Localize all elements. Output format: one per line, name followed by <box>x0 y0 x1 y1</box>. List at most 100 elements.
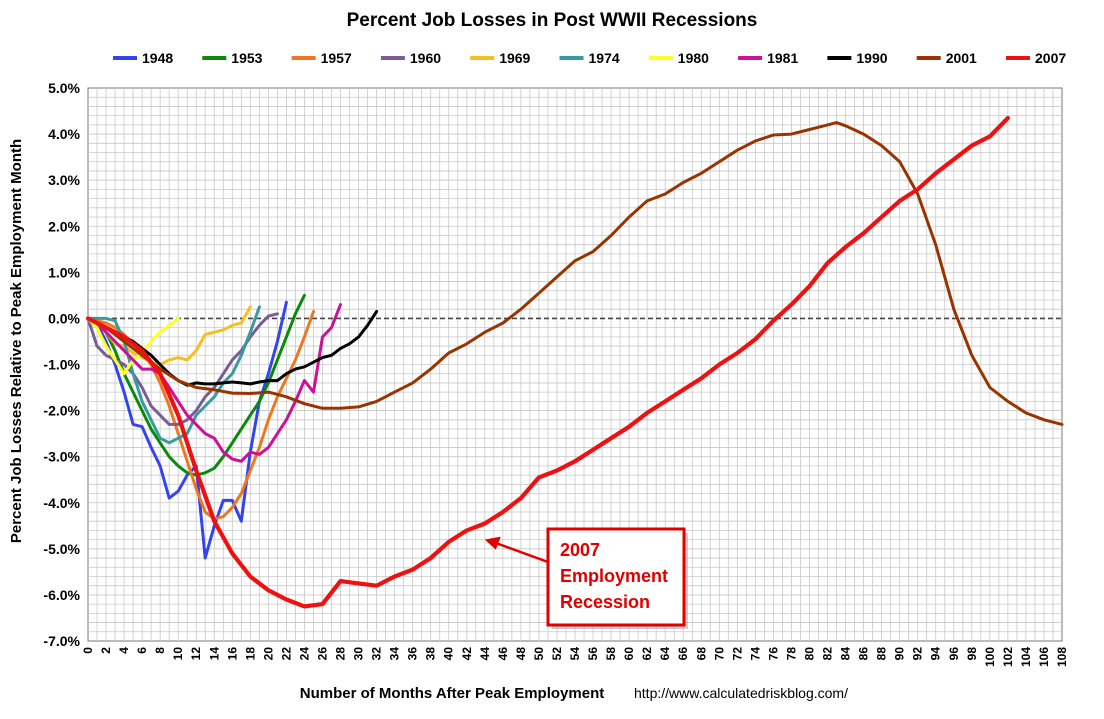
x-tick-label: 78 <box>784 647 798 661</box>
x-tick-label: 70 <box>712 647 726 661</box>
x-tick-label: 76 <box>766 647 780 661</box>
x-tick-label: 26 <box>315 647 329 661</box>
legend-label-1948: 1948 <box>142 50 173 66</box>
series-line-1974 <box>86 305 261 445</box>
x-tick-label: 46 <box>496 647 510 661</box>
y-tick-label: 4.0% <box>48 126 80 142</box>
x-tick-label: 72 <box>730 647 744 661</box>
y-axis-label: Percent Job Losses Relative to Peak Empl… <box>8 139 25 543</box>
x-tick-label: 58 <box>604 647 618 661</box>
x-tick-label: 84 <box>839 647 853 661</box>
series-line-1981 <box>86 303 342 463</box>
legend-label-1960: 1960 <box>410 50 441 66</box>
x-tick-label: 62 <box>640 647 654 661</box>
x-tick-label: 102 <box>1001 647 1015 667</box>
x-tick-label: 98 <box>965 647 979 661</box>
annotation-text: Recession <box>560 592 650 612</box>
legend-label-1969: 1969 <box>499 50 530 66</box>
chart-title: Percent Job Losses in Post WWII Recessio… <box>347 10 758 31</box>
legend-label-2007: 2007 <box>1035 50 1066 66</box>
series-layer <box>85 115 1064 609</box>
legend-label-1990: 1990 <box>856 50 887 66</box>
x-tick-label: 106 <box>1037 647 1051 667</box>
x-tick-label: 34 <box>388 647 402 661</box>
x-tick-label: 80 <box>802 647 816 661</box>
y-tick-label: -1.0% <box>43 357 80 373</box>
legend-label-1957: 1957 <box>321 50 352 66</box>
x-tick-label: 50 <box>532 647 546 661</box>
x-tick-label: 56 <box>586 647 600 661</box>
series-line-1948 <box>86 300 288 560</box>
x-tick-label: 90 <box>893 647 907 661</box>
legend: 1948 1953 1957 1960 1969 1974 1980 1981 1990 2001… <box>113 50 1066 66</box>
x-tick-label: 20 <box>261 647 275 661</box>
x-tick-label: 44 <box>478 647 492 661</box>
y-tick-label: -2.0% <box>43 403 80 419</box>
x-tick-label: 52 <box>550 647 564 661</box>
x-tick-label: 104 <box>1019 647 1033 667</box>
x-tick-label: 48 <box>514 647 528 661</box>
series-line-2001 <box>86 121 1064 426</box>
y-tick-label: -4.0% <box>43 495 80 511</box>
y-tick-label: -7.0% <box>43 633 80 649</box>
source-url: http://www.calculatedriskblog.com/ <box>634 685 848 701</box>
x-tick-label: 82 <box>821 647 835 661</box>
y-tick-label: -3.0% <box>43 449 80 465</box>
x-tick-label: 16 <box>225 647 239 661</box>
y-tick-label: 0.0% <box>48 310 80 326</box>
annotation-box <box>546 527 686 627</box>
x-tick-label: 30 <box>352 647 366 661</box>
x-tick-label: 22 <box>279 647 293 661</box>
legend-label-1980: 1980 <box>678 50 709 66</box>
annotation-arrow-line <box>494 541 549 564</box>
x-tick-label: 88 <box>875 647 889 661</box>
x-tick-label: 10 <box>171 647 185 661</box>
legend-label-1981: 1981 <box>767 50 798 66</box>
x-tick-label: 60 <box>622 647 636 661</box>
series-line-1969 <box>86 305 252 366</box>
x-tick-label: 4 <box>117 647 131 654</box>
x-tick-label: 2 <box>99 647 113 654</box>
x-tick-label: 64 <box>658 647 672 661</box>
x-tick-label: 100 <box>983 647 997 667</box>
legend-label-2001: 2001 <box>946 50 977 66</box>
series-line-2007 <box>85 115 1011 609</box>
x-tick-label: 54 <box>568 647 582 661</box>
annotation-arrow-head <box>484 536 501 550</box>
y-tick-label: 2.0% <box>48 218 80 234</box>
y-tick-label: 5.0% <box>48 80 80 96</box>
y-tick-label: 3.0% <box>48 172 80 188</box>
x-tick-label: 92 <box>911 647 925 661</box>
y-axis-ticks: 5.0% 4.0% 3.0% 2.0% 1.0% 0.0% -1.0% -2.0% -3.0% -… <box>43 80 80 649</box>
x-axis-ticks: 0 2 4 6 8 10 12 14 16 18 20 22 24 26 28 30 32 34 36 38 40 42 4… <box>81 647 1069 667</box>
annotation-text: 2007 <box>560 540 600 560</box>
x-tick-label: 12 <box>189 647 203 661</box>
x-tick-label: 68 <box>694 647 708 661</box>
x-tick-label: 32 <box>370 647 384 661</box>
x-tick-label: 94 <box>929 647 943 661</box>
y-tick-label: -5.0% <box>43 541 80 557</box>
x-tick-label: 74 <box>748 647 762 661</box>
x-tick-label: 28 <box>334 647 348 661</box>
x-tick-label: 96 <box>947 647 961 661</box>
x-tick-label: 66 <box>676 647 690 661</box>
legend-label-1974: 1974 <box>589 50 620 66</box>
x-axis-label: Number of Months After Peak Employment <box>300 685 604 702</box>
legend-label-1953: 1953 <box>231 50 262 66</box>
x-tick-label: 8 <box>153 647 167 654</box>
annotation: 2007 Employment Recession <box>484 527 688 629</box>
y-tick-label: -6.0% <box>43 587 80 603</box>
x-tick-label: 6 <box>135 647 149 654</box>
x-tick-label: 14 <box>207 647 221 661</box>
annotation-text: Employment <box>560 566 668 586</box>
x-tick-label: 86 <box>857 647 871 661</box>
x-tick-label: 42 <box>460 647 474 661</box>
x-tick-label: 18 <box>243 647 257 661</box>
x-tick-label: 0 <box>81 647 95 654</box>
x-tick-label: 36 <box>406 647 420 661</box>
x-tick-label: 24 <box>297 647 311 661</box>
x-tick-label: 108 <box>1055 647 1069 667</box>
y-tick-label: 1.0% <box>48 264 80 280</box>
x-tick-label: 38 <box>424 647 438 661</box>
